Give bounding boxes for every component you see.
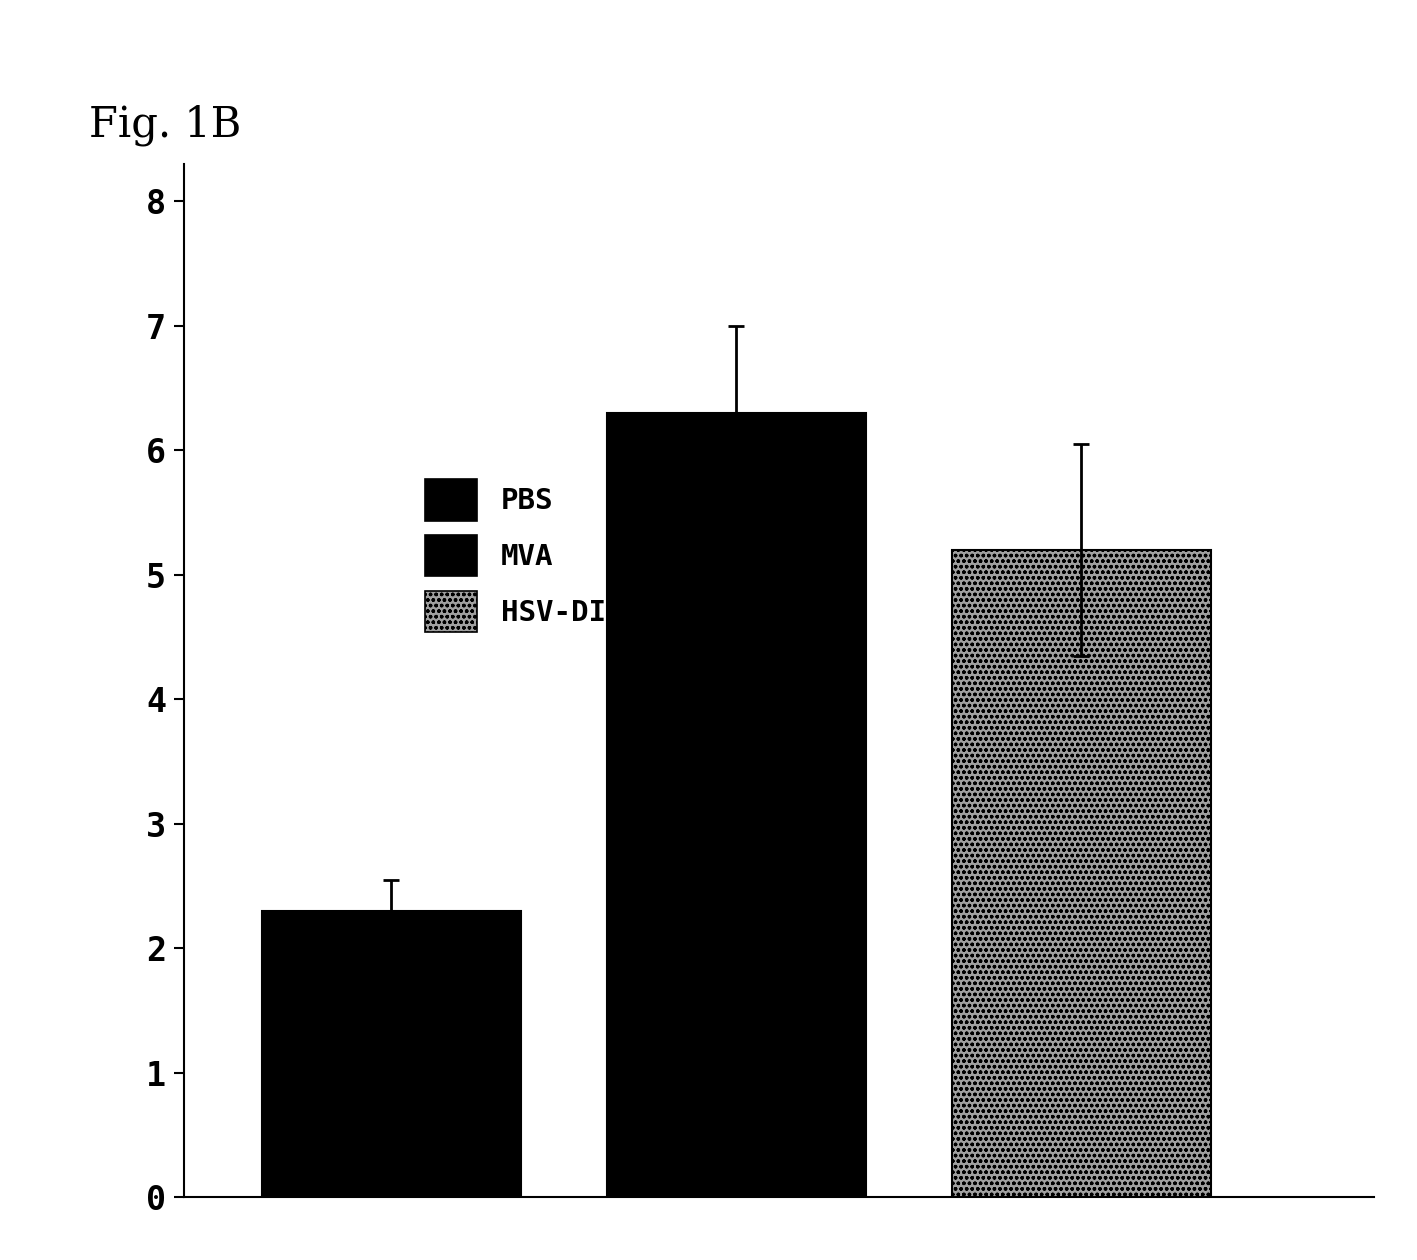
Legend: PBS, MVA, HSV-DISC: PBS, MVA, HSV-DISC xyxy=(412,467,652,644)
Bar xyxy=(262,911,520,1197)
Text: Fig. 1B: Fig. 1B xyxy=(89,103,241,145)
Bar xyxy=(606,413,866,1197)
Bar xyxy=(952,549,1210,1197)
